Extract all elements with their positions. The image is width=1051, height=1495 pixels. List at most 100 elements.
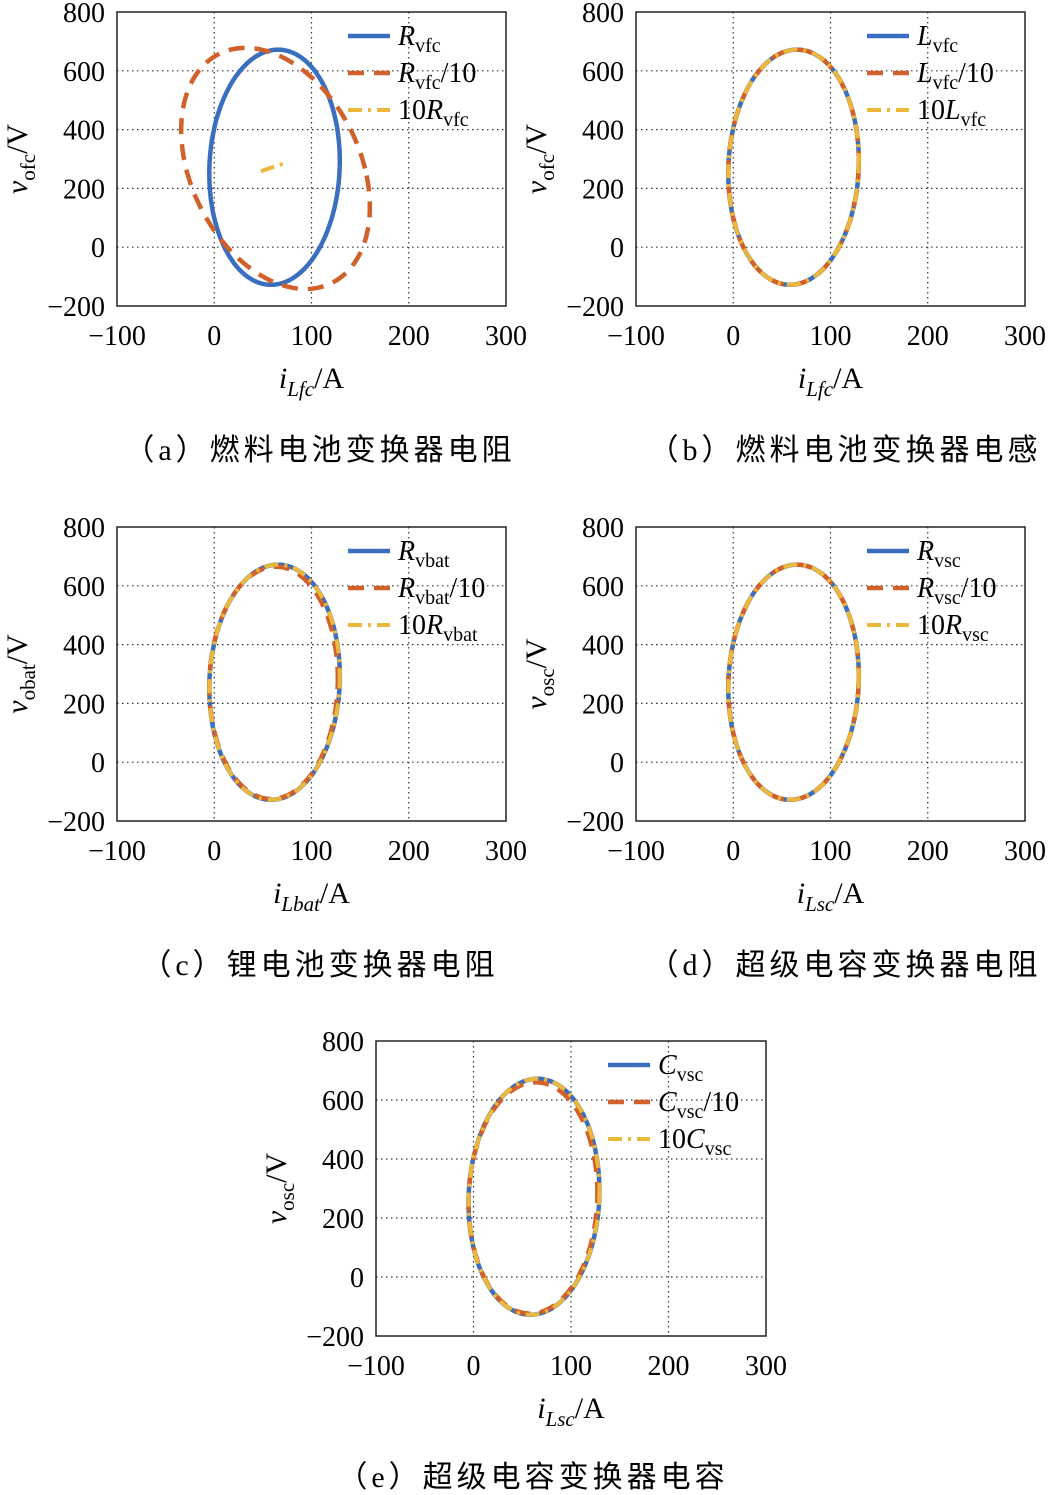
- x-axis-label: iLfc/A: [279, 362, 345, 401]
- y-tick-label: 600: [582, 572, 624, 603]
- x-tick-label: 100: [810, 321, 852, 352]
- figure-caption: （b）燃料电池变换器电感: [649, 434, 1042, 467]
- y-axis-label: vosc/V: [520, 638, 559, 710]
- chart-panel-c: −100 0 100 200 300 −200 0 200 400 600 800 iLbat/A vo…: [1, 513, 527, 982]
- plot-border: [116, 526, 507, 822]
- y-tick-label: 200: [63, 174, 105, 205]
- series-line-3: [260, 161, 285, 174]
- x-tick-label: −100: [607, 836, 665, 867]
- chart-panel-a: −100 0 100 200 300 −200 0 200 400 600 800 iLfc/A vof…: [1, 0, 527, 467]
- x-tick-label: −100: [88, 321, 146, 352]
- legend-label-2: Rvfc/10: [397, 58, 476, 94]
- y-tick-label: 800: [63, 513, 105, 544]
- y-tick-label: 400: [63, 116, 105, 147]
- x-tick-label: 0: [726, 836, 740, 867]
- series-line-1: [207, 47, 343, 288]
- series-group: [466, 1076, 602, 1318]
- y-tick-label: 600: [582, 57, 624, 88]
- y-tick-label: 800: [322, 1027, 364, 1058]
- x-axis-label: iLsc/A: [797, 877, 865, 916]
- series-line-3: [207, 562, 342, 802]
- x-tick-label: 200: [907, 321, 949, 352]
- plot-border: [116, 11, 507, 307]
- x-axis-label: iLfc/A: [798, 362, 864, 401]
- y-tick-label: 200: [322, 1204, 364, 1235]
- y-tick-label: −200: [566, 807, 624, 838]
- figure-caption: （c）锂电池变换器电阻: [141, 949, 498, 982]
- y-tick-label: 800: [582, 0, 624, 29]
- y-tick-label: 600: [63, 57, 105, 88]
- series-line-3: [466, 1076, 602, 1317]
- y-tick-label: −200: [47, 807, 105, 838]
- y-tick-label: 600: [63, 572, 105, 603]
- plot-border: [635, 526, 1026, 822]
- x-tick-label: 0: [467, 1351, 481, 1382]
- figure-caption: （d）超级电容变换器电阻: [649, 949, 1042, 982]
- chart-panel-d: −100 0 100 200 300 −200 0 200 400 600 800 iLsc/A vos…: [520, 513, 1046, 982]
- x-tick-label: 300: [485, 321, 527, 352]
- y-tick-label: −200: [566, 292, 624, 323]
- figure-caption: （a）燃料电池变换器电阻: [124, 434, 515, 467]
- x-tick-label: 200: [388, 836, 430, 867]
- y-tick-label: −200: [306, 1322, 364, 1353]
- y-tick-label: 400: [582, 116, 624, 147]
- legend-label-1: Rvsc: [916, 536, 961, 572]
- x-tick-label: 200: [907, 836, 949, 867]
- legend-label-1: Rvfc: [397, 21, 441, 57]
- chart-panel-e: −100 0 100 200 300 −200 0 200 400 600 800 iLsc/A vos…: [260, 1027, 787, 1494]
- y-tick-label: 400: [63, 631, 105, 662]
- y-tick-label: 400: [582, 631, 624, 662]
- y-tick-label: 0: [91, 233, 105, 264]
- y-axis-label: vofc/V: [520, 124, 559, 194]
- plot-border: [375, 1040, 767, 1337]
- y-tick-label: 600: [322, 1086, 364, 1117]
- x-tick-label: 0: [726, 321, 740, 352]
- series-group: [178, 45, 373, 292]
- chart-panel-b: −100 0 100 200 300 −200 0 200 400 600 800 iLfc/A vof…: [520, 0, 1046, 467]
- x-tick-label: 300: [745, 1351, 787, 1382]
- x-tick-label: 100: [810, 836, 852, 867]
- x-tick-label: 200: [648, 1351, 690, 1382]
- legend-label-1: Lvfc: [916, 21, 958, 57]
- legend-label-1: Cvsc: [658, 1050, 703, 1086]
- x-tick-label: 300: [1004, 836, 1046, 867]
- x-axis-label: iLsc/A: [537, 1392, 605, 1431]
- y-tick-label: 0: [610, 748, 624, 779]
- y-axis-label: vofc/V: [1, 124, 40, 194]
- y-tick-label: 200: [582, 174, 624, 205]
- x-tick-label: −100: [347, 1351, 405, 1382]
- legend-label-3: 10Rvbat: [398, 610, 478, 646]
- x-tick-label: 200: [388, 321, 430, 352]
- x-tick-label: 0: [207, 836, 221, 867]
- legend-label-3: 10Lvfc: [917, 95, 986, 131]
- y-tick-label: 800: [582, 513, 624, 544]
- y-tick-label: 800: [63, 0, 105, 29]
- x-tick-label: 300: [485, 836, 527, 867]
- y-tick-label: 0: [350, 1263, 364, 1294]
- x-tick-label: −100: [607, 321, 665, 352]
- y-tick-label: 200: [63, 689, 105, 720]
- legend-label-2: Cvsc/10: [658, 1087, 739, 1123]
- x-axis-label: iLbat/A: [273, 877, 350, 916]
- y-tick-label: −200: [47, 292, 105, 323]
- y-axis-label: vobat/V: [1, 634, 40, 714]
- plot-border: [635, 11, 1026, 307]
- x-tick-label: 100: [291, 321, 333, 352]
- y-tick-label: 200: [582, 689, 624, 720]
- series-group: [726, 562, 862, 803]
- x-tick-label: 300: [1004, 321, 1046, 352]
- legend-label-3: 10Rvfc: [398, 95, 469, 131]
- legend-label-3: 10Cvsc: [658, 1124, 731, 1160]
- y-tick-label: 400: [322, 1145, 364, 1176]
- x-tick-label: 0: [207, 321, 221, 352]
- series-line-3: [726, 562, 861, 802]
- y-tick-label: 0: [610, 233, 624, 264]
- legend-label-2: Rvsc/10: [916, 573, 997, 609]
- legend-label-3: 10Rvsc: [917, 610, 989, 646]
- x-tick-label: −100: [88, 836, 146, 867]
- series-group: [207, 562, 343, 803]
- legend-label-2: Lvfc/10: [916, 58, 994, 94]
- legend-label-1: Rvbat: [397, 536, 450, 572]
- x-tick-label: 100: [550, 1351, 592, 1382]
